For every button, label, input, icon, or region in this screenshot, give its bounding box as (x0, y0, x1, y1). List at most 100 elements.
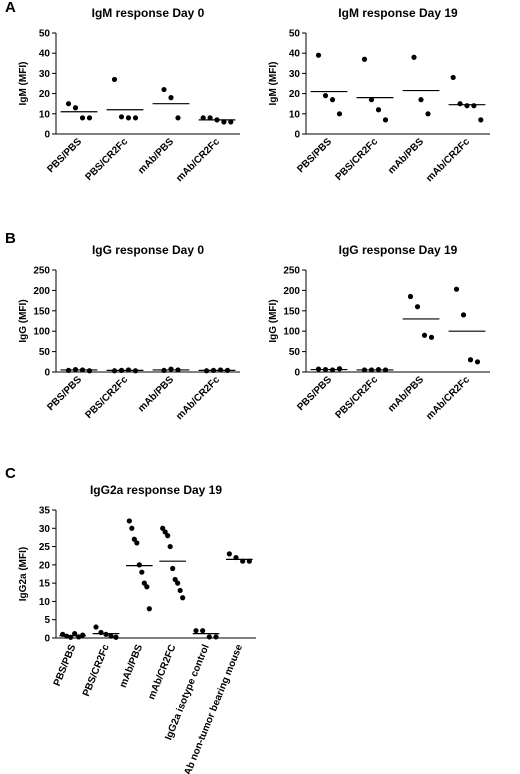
data-dot (132, 115, 139, 121)
y-axis-label: IgM (MFI) (268, 62, 279, 106)
data-dot (453, 286, 460, 292)
data-dot (165, 533, 171, 539)
data-dot (177, 587, 183, 594)
data-dot (467, 357, 474, 363)
data-dot (428, 334, 435, 340)
data-dot (129, 525, 135, 531)
chart-title: IgM response Day 19 (338, 6, 458, 20)
x-tick-label: PBS/CR2Fc (333, 374, 380, 421)
y-tick-label: 0 (294, 130, 300, 141)
y-axis-label: IgM (MFI) (18, 62, 29, 106)
data-dot (93, 624, 99, 630)
y-tick-label: 50 (39, 29, 51, 40)
data-dot (161, 86, 167, 93)
y-axis-label: IgG (MFI) (18, 299, 29, 342)
data-dot (160, 525, 166, 531)
x-tick-label: mAb/CR2Fc (174, 374, 222, 422)
data-dot (172, 576, 178, 583)
y-tick-label: 30 (39, 69, 51, 80)
data-dot (146, 606, 152, 612)
y-tick-label: 100 (33, 327, 50, 338)
x-tick-label: PBS/CR2Fc (83, 136, 130, 183)
data-dot (457, 101, 463, 107)
data-dot (368, 97, 375, 103)
x-tick-label: PBS/PBS (295, 374, 334, 413)
data-dot (221, 119, 227, 125)
chart-title: IgG2a response Day 19 (90, 483, 222, 497)
x-tick-label: mAb/CR2Fc (424, 374, 472, 422)
x-tick-label: PBS/PBS (295, 136, 334, 175)
x-tick-label: PBS/PBS (52, 643, 79, 688)
x-tick-label: PBS/PBS (45, 374, 84, 413)
data-dot (108, 633, 114, 639)
data-dot (407, 293, 414, 300)
data-dot (206, 634, 212, 640)
y-tick-label: 30 (289, 69, 301, 80)
data-dot (450, 74, 456, 81)
x-tick-label: PBS/PBS (45, 136, 84, 175)
data-dot (118, 114, 125, 120)
y-tick-label: 150 (33, 306, 50, 317)
y-tick-label: 15 (39, 579, 51, 590)
x-tick-label: mAb/PBS (136, 136, 176, 176)
data-dot (113, 634, 119, 640)
y-tick-label: 200 (283, 286, 300, 297)
data-dot (136, 562, 142, 568)
x-tick-label: mAb/PBS (386, 374, 426, 414)
data-dot (411, 54, 417, 60)
y-tick-label: 20 (39, 89, 51, 100)
data-dot (329, 97, 336, 103)
y-tick-label: 30 (39, 524, 51, 535)
data-dot (111, 76, 118, 83)
data-dot (193, 628, 199, 634)
x-tick-label: mAb/PBS (136, 374, 176, 414)
data-dot (375, 107, 382, 113)
data-dot (131, 536, 137, 542)
y-tick-label: 50 (289, 29, 301, 40)
y-tick-label: 150 (283, 306, 300, 317)
data-dot (478, 117, 484, 123)
x-tick-label: mAb/CR2Fc (424, 136, 472, 184)
data-dot (228, 119, 234, 125)
y-tick-label: 50 (289, 347, 301, 358)
y-tick-label: 35 (39, 506, 51, 517)
y-tick-label: 0 (44, 368, 50, 379)
y-tick-label: 40 (289, 49, 301, 60)
data-dot (213, 634, 219, 640)
y-tick-label: 0 (294, 368, 300, 379)
y-tick-label: 0 (44, 634, 50, 645)
data-dot (134, 540, 140, 546)
data-dot (315, 52, 322, 58)
data-dot (162, 529, 168, 535)
y-axis-label: IgG2a (MFI) (18, 547, 29, 601)
data-dot (464, 103, 470, 109)
x-tick-label: mAb/CR2Fc (174, 136, 222, 184)
data-dot (200, 115, 206, 121)
x-tick-label: mAb/PBS (386, 136, 426, 176)
data-dot (180, 595, 186, 601)
data-dot (175, 580, 181, 586)
data-dot (126, 518, 132, 524)
data-dot (200, 628, 206, 634)
data-dot (80, 632, 86, 638)
data-dot (460, 312, 467, 318)
data-dot (167, 543, 173, 550)
y-axis-label: IgG (MFI) (268, 299, 279, 342)
data-dot (144, 584, 150, 590)
y-tick-label: 50 (39, 347, 51, 358)
data-dot (474, 359, 481, 365)
data-dot (207, 115, 213, 121)
data-dot (141, 580, 147, 586)
y-tick-label: 200 (33, 286, 50, 297)
data-dot (226, 551, 232, 557)
data-dot (322, 93, 329, 99)
x-tick-label: PBS/CR2Fc (81, 643, 112, 699)
y-tick-label: 0 (44, 130, 50, 141)
panel-label: B (5, 230, 16, 247)
data-dot (125, 115, 132, 121)
data-dot (336, 366, 343, 372)
data-dot (471, 103, 477, 109)
data-dot (170, 565, 176, 572)
x-tick-label: PBS/CR2Fc (83, 374, 130, 421)
